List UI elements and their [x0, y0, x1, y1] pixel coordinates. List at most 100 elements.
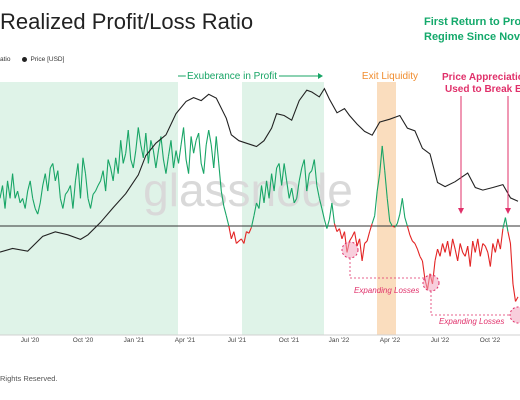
- ratio-segment: [233, 231, 237, 244]
- ratio-segment: [205, 130, 210, 146]
- ratio-segment: [29, 180, 34, 199]
- ratio-segment: [504, 217, 509, 232]
- ratio-segment: [130, 159, 134, 169]
- ratio-segment: [220, 190, 225, 207]
- ratio-segment: [464, 245, 469, 257]
- ratio-segment: [160, 136, 164, 160]
- ratio-segment: [34, 208, 39, 215]
- ratio-segment: [115, 157, 119, 174]
- ratio-segment: [253, 202, 258, 216]
- ratio-segment: [105, 159, 109, 192]
- ratio-segment: [392, 225, 396, 228]
- ratio-segment: [87, 198, 92, 209]
- ratio-segment: [281, 163, 285, 186]
- ratio-segment: [434, 248, 439, 262]
- ratio-segment: [208, 130, 212, 146]
- ratio-segment: [477, 238, 481, 257]
- ratio-segment: [54, 170, 59, 181]
- ratio-segment: [24, 191, 29, 209]
- ratio-segment: [167, 140, 172, 157]
- ratio-segment: [137, 127, 142, 145]
- ratio-segment: [69, 185, 74, 209]
- ratio-segment: [185, 159, 190, 174]
- ratio-segment: [406, 225, 411, 236]
- ratio-segment: [323, 219, 328, 229]
- ratio-segment: [444, 240, 449, 253]
- ratio-segment: [283, 163, 288, 181]
- ratio-segment: [515, 296, 519, 302]
- ratio-segment: [421, 260, 426, 280]
- ratio-segment: [494, 238, 499, 253]
- ratio-segment: [298, 167, 303, 181]
- x-tick-label: Oct '21: [279, 337, 300, 344]
- ratio-segment: [472, 240, 476, 253]
- ratio-segment: [331, 202, 335, 224]
- ratio-segment: [27, 180, 31, 192]
- exuberance-zone: [0, 82, 178, 335]
- ratio-segment: [218, 163, 222, 192]
- price-appreciation-label-1: Price Appreciatio: [442, 72, 520, 83]
- ratio-segment: [376, 173, 381, 192]
- ratio-segment: [170, 140, 175, 169]
- ratio-segment: [14, 190, 19, 199]
- ratio-segment: [489, 243, 494, 267]
- ratio-segment: [509, 243, 514, 285]
- loss-bracket-2: [430, 291, 510, 316]
- ratio-segment: [110, 167, 114, 181]
- ratio-segment: [22, 198, 26, 209]
- ratio-segment: [349, 236, 353, 242]
- ratio-segment: [442, 243, 446, 253]
- ratio-segment: [361, 243, 366, 261]
- ratio-segment: [306, 173, 310, 192]
- ratio-segment: [145, 133, 149, 164]
- ratio-segment: [265, 180, 270, 199]
- exuberance-label: Exuberance in Profit: [187, 71, 277, 82]
- ratio-segment: [437, 248, 441, 257]
- ratio-segment: [79, 157, 84, 199]
- ratio-segment: [180, 127, 185, 145]
- ratio-segment: [188, 136, 192, 174]
- ratio-segment: [127, 130, 132, 160]
- ratio-segment: [225, 215, 230, 227]
- x-tick-label: Apr '21: [175, 337, 196, 344]
- x-tick-label: Oct '22: [480, 337, 501, 344]
- ratio-segment: [162, 159, 167, 174]
- exit-liquidity-label: Exit Liquidity: [362, 71, 418, 82]
- ratio-segment: [152, 150, 157, 169]
- ratio-segment: [64, 190, 69, 195]
- ratio-segment: [263, 180, 268, 203]
- ratio-segment: [487, 252, 491, 267]
- ratio-segment: [1, 185, 6, 209]
- ratio-segment: [92, 190, 96, 195]
- ratio-segment: [102, 170, 107, 192]
- ratio-segment: [497, 238, 501, 250]
- ratio-segment: [479, 243, 484, 257]
- ratio-segment: [399, 198, 403, 215]
- ratio-segment: [308, 170, 313, 174]
- ratio-segment: [215, 136, 220, 164]
- ratio-segment: [318, 198, 323, 209]
- ratio-segment: [12, 173, 16, 199]
- ratio-segment: [396, 214, 401, 224]
- ratio-segment: [404, 217, 408, 227]
- ratio-segment: [313, 159, 318, 186]
- expanding-losses-label-2: Expanding Losses: [439, 317, 504, 326]
- ratio-segment: [258, 185, 263, 209]
- ratio-segment: [140, 144, 144, 158]
- ratio-segment: [260, 185, 265, 203]
- ratio-segment: [120, 140, 124, 164]
- ratio-segment: [47, 167, 51, 192]
- ratio-segment: [250, 215, 255, 228]
- exuberance-arrow-head: [318, 73, 323, 79]
- ratio-segment: [386, 198, 391, 222]
- ratio-segment: [175, 150, 180, 164]
- x-tick-label: Jul '20: [21, 337, 40, 344]
- ratio-segment: [449, 238, 454, 257]
- pink-arrow-2-head: [505, 208, 511, 214]
- pink-arrow-1-head: [458, 208, 464, 214]
- ratio-segment: [278, 163, 283, 186]
- ratio-segment: [389, 221, 393, 227]
- ratio-segment: [190, 136, 195, 154]
- ratio-segment: [89, 194, 94, 209]
- ratio-segment: [409, 234, 413, 242]
